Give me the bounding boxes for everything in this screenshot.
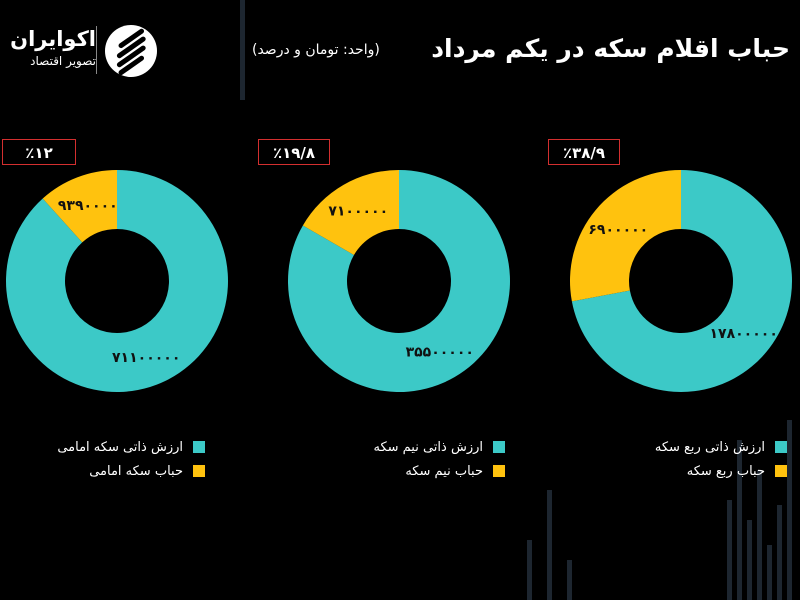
legend-label-bubble: حباب سکه امامی (89, 463, 183, 479)
brand-name: اکوایران (10, 27, 96, 51)
legend-swatch-bubble (493, 465, 505, 477)
brand-divider (96, 26, 97, 74)
legend-swatch-intrinsic (193, 441, 205, 453)
legend-item-bubble: حباب سکه امامی (0, 460, 205, 482)
data-label-intrinsic: ۳۵۵۰۰۰۰۰ (406, 345, 474, 361)
data-label-bubble: ۷۱۰۰۰۰۰ (328, 203, 388, 219)
legend-item-intrinsic: ارزش ذاتی نیم سکه (300, 436, 505, 458)
brand: اکوایران تصویر اقتصاد (0, 26, 96, 70)
legend-label-intrinsic: ارزش ذاتی سکه امامی (57, 439, 183, 455)
legend-imami: ارزش ذاتی سکه امامی حباب سکه امامی (0, 436, 205, 484)
donut-slice-bubble (42, 170, 117, 243)
data-label-bubble: ۹۳۹۰۰۰۰ (58, 198, 118, 214)
donut-slice-intrinsic (288, 170, 510, 392)
legend-label-intrinsic: ارزش ذاتی نیم سکه (373, 439, 483, 455)
bubble-percent-badge-half: ٪۱۹/۸ (258, 139, 330, 165)
bubble-percent-badge-imami: ٪۱۲ (2, 139, 76, 165)
data-label-bubble: ۶۹۰۰۰۰۰ (588, 222, 648, 238)
legend-item-bubble: حباب ربع سکه (582, 460, 787, 482)
donut-chart-half: ۳۵۵۰۰۰۰۰ ۷۱۰۰۰۰۰ (288, 170, 510, 392)
legend-swatch-bubble (193, 465, 205, 477)
bubble-percent-badge-quarter: ٪۳۸/۹ (548, 139, 620, 165)
legend-swatch-intrinsic (493, 441, 505, 453)
legend-item-intrinsic: ارزش ذاتی سکه امامی (0, 436, 205, 458)
donut-slice-intrinsic (571, 170, 792, 392)
legend-label-bubble: حباب نیم سکه (405, 463, 483, 479)
unit-note: (واحد: تومان و درصد) (252, 42, 380, 58)
chart-title: حباب اقلام سکه در یکم مرداد (431, 34, 790, 63)
legend-swatch-bubble (775, 465, 787, 477)
legend-label-bubble: حباب ربع سکه (686, 463, 765, 479)
ecoiran-logo-icon (105, 25, 157, 77)
legend-half: ارزش ذاتی نیم سکه حباب نیم سکه (300, 436, 505, 484)
legend-item-bubble: حباب نیم سکه (300, 460, 505, 482)
legend-item-intrinsic: ارزش ذاتی ربع سکه (582, 436, 787, 458)
donut-slice-bubble (302, 170, 399, 255)
brand-subtitle: تصویر اقتصاد (30, 54, 96, 68)
legend-label-intrinsic: ارزش ذاتی ربع سکه (654, 439, 765, 455)
donut-slice-bubble (570, 170, 681, 302)
header: اکوایران تصویر اقتصاد حباب اقلام سکه در … (0, 0, 800, 95)
donut-slice-intrinsic (5, 170, 228, 392)
legend-quarter: ارزش ذاتی ربع سکه حباب ربع سکه (582, 436, 787, 484)
legend-swatch-intrinsic (775, 441, 787, 453)
donut-chart-imami: ۷۱۱۰۰۰۰۰ ۹۳۹۰۰۰۰ (5, 170, 228, 392)
data-label-intrinsic: ۷۱۱۰۰۰۰۰ (112, 350, 180, 366)
donut-chart-quarter: ۱۷۸۰۰۰۰۰ ۶۹۰۰۰۰۰ (570, 170, 792, 392)
data-label-intrinsic: ۱۷۸۰۰۰۰۰ (710, 326, 778, 342)
